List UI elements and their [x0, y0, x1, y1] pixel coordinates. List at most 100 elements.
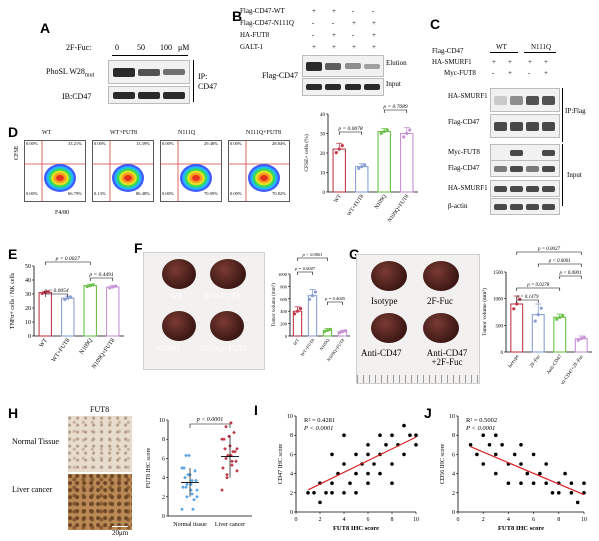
data-point [224, 456, 228, 461]
data-point [313, 290, 318, 294]
photo-g-label: Anti-CD47 [361, 348, 402, 358]
sign-mark: + [508, 58, 512, 66]
c-blot-label: HA-SMURF1 [448, 92, 488, 100]
quadrant-value: 0.00% [230, 141, 242, 146]
c-blot [490, 88, 560, 112]
p-value: p = 0.0027 [537, 247, 561, 252]
data-point [318, 500, 322, 505]
blot-elution [302, 55, 384, 77]
c-cond-fut8: Myc-FUT8 [444, 69, 476, 77]
band [510, 185, 523, 192]
data-point [343, 329, 348, 333]
treatment-label: 2F-Fuc: [66, 43, 92, 52]
data-point [531, 452, 536, 457]
data-point [512, 307, 516, 311]
quadrant-value: 0.00% [26, 141, 38, 146]
bar [38, 292, 52, 337]
photo-f-label: N109Q [156, 344, 180, 353]
lane-elution: Elution [386, 59, 407, 67]
bar [106, 286, 120, 337]
data-point [360, 165, 364, 169]
quadrant-value: 28.84% [272, 141, 286, 146]
data-point [184, 453, 188, 458]
dose-100: 100 [160, 43, 172, 52]
data-point [230, 459, 234, 464]
y-tick-label: 30 [320, 133, 326, 138]
p-value: p < 0.0001 [548, 259, 571, 264]
flow-title: N111Q+FUT8 [246, 130, 281, 136]
data-point [378, 471, 382, 476]
data-point [544, 481, 548, 485]
band [163, 69, 185, 75]
data-point [190, 478, 194, 483]
data-point [382, 129, 386, 134]
data-point [310, 294, 315, 298]
flow-title: WT+FUT8 [110, 130, 138, 136]
h-tissue-cancer: Liver cancer [12, 485, 53, 494]
data-point [324, 491, 328, 495]
x-tick-label: 10 [581, 517, 587, 523]
significance-bracket [537, 263, 582, 267]
h-scale: 20μm [112, 529, 129, 537]
photo-g: Isotype 2F-Fuc Anti-CD47 Anti-CD47 +2F-F… [356, 254, 480, 384]
y-tick-label: 2 [162, 495, 165, 501]
quadrant-value: 13.39% [136, 141, 150, 146]
data-point [575, 500, 580, 505]
p-value: p = 0.7089 [382, 104, 408, 110]
quadrant-value: 0.00% [26, 191, 38, 196]
data-point [221, 466, 225, 470]
quadrant-value: 33.21% [68, 141, 82, 146]
p-value: P < 0.0001 [465, 425, 495, 432]
data-point [576, 338, 580, 342]
y-tick-label: 2 [452, 491, 455, 497]
data-point [487, 443, 492, 447]
data-point [224, 424, 228, 429]
data-point [366, 471, 370, 476]
x-tick-label: WT+FUT8 [346, 194, 365, 218]
data-point [385, 128, 389, 132]
significance-bracket [338, 131, 363, 135]
y-tick-label: 4 [290, 472, 293, 478]
c-header: Flag-CD47 [432, 47, 464, 55]
data-point [195, 494, 199, 499]
row-ibcd47: IB:CD47 [62, 92, 92, 101]
band [526, 95, 539, 105]
quadrant-value: 86.48% [136, 191, 150, 196]
y-tick-label: 0 [162, 514, 165, 520]
h-image-normal [68, 416, 132, 472]
x-tick-label: 6 [532, 517, 535, 523]
flow-title: N111Q [178, 130, 196, 136]
band [494, 185, 507, 192]
c-blot-label: β-actin [448, 202, 468, 210]
data-point [234, 459, 238, 464]
band [510, 165, 523, 172]
x-tick-label: 6 [367, 517, 370, 523]
flow-plot [160, 140, 222, 202]
c-section-input: Input [567, 171, 582, 179]
band [542, 185, 555, 192]
x-tick-label: 2 [482, 517, 485, 523]
y-tick-label: 10 [287, 414, 293, 420]
data-point [192, 497, 196, 502]
bar [510, 303, 524, 353]
photo-f-label: WT+FUT8 [204, 292, 241, 301]
data-point [579, 337, 583, 341]
data-point [193, 469, 197, 473]
y-tick-label: 30 [25, 292, 31, 298]
data-point [91, 283, 95, 287]
bar [61, 297, 75, 337]
data-point [408, 128, 412, 132]
data-point [558, 315, 562, 319]
photo-g-label: 2F-Fuc [427, 296, 454, 306]
data-point [184, 485, 188, 490]
data-point [295, 309, 300, 313]
data-point [342, 433, 346, 437]
data-point [220, 437, 224, 442]
y-tick-label: 20 [25, 306, 31, 312]
cond-galt: GALT-1 [240, 43, 264, 51]
data-point [114, 284, 118, 288]
sign-mark: - [332, 19, 335, 27]
y-tick-label: 10 [320, 172, 326, 177]
data-point [366, 443, 370, 447]
data-point [325, 328, 330, 333]
